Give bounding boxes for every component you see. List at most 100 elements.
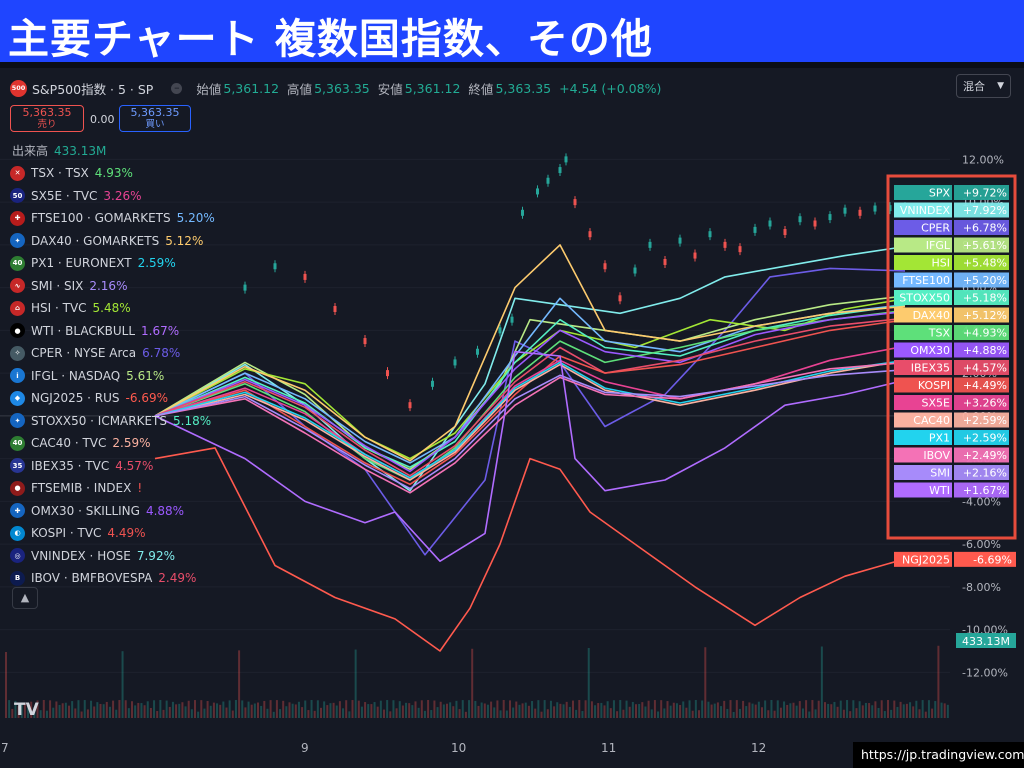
price-chart-svg[interactable]: 12.00%10.00%8.00%6.00%4.00%2.00%0.00%-2.… <box>0 68 1024 768</box>
close-value: 5,363.35 <box>495 80 552 96</box>
volume-bar <box>890 709 893 718</box>
price-label-value: +4.93% <box>963 327 1007 340</box>
legend-symbol-icon: i <box>10 368 25 384</box>
legend-row[interactable]: ∿ SMI · SIX 2.16% <box>10 275 215 298</box>
volume-bar <box>710 704 713 718</box>
y-tick-label: -8.00% <box>962 581 1001 594</box>
legend-row[interactable]: ◎ VNINDEX · HOSE 7.92% <box>10 545 215 568</box>
volume-bar <box>603 705 606 718</box>
volume-bar <box>559 703 562 718</box>
price-label-value: +5.12% <box>963 309 1007 322</box>
volume-bar <box>282 700 285 718</box>
low-label: 安値 <box>377 81 403 97</box>
volume-bar <box>921 700 924 718</box>
volume-bar <box>121 651 124 718</box>
candle-body <box>536 188 539 195</box>
price-label-name: DAX40 <box>913 309 950 322</box>
volume-bar <box>801 708 804 718</box>
legend-row[interactable]: 40 PX1 · EURONEXT 2.59% <box>10 252 215 275</box>
legend-row[interactable]: ✦ DAX40 · GOMARKETS 5.12% <box>10 230 215 253</box>
series-line-kospi <box>154 319 906 486</box>
volume-bar <box>323 701 326 718</box>
volume-bar <box>316 700 319 718</box>
volume-bar <box>562 704 565 718</box>
legend-row[interactable]: ✚ FTSE100 · GOMARKETS 5.20% <box>10 207 215 230</box>
legend-symbol-icon: ◐ <box>10 525 25 541</box>
volume-bar <box>285 706 288 718</box>
candle-body <box>386 370 389 377</box>
volume-bar <box>546 709 549 718</box>
candle-body <box>888 205 892 212</box>
legend-symbol-name: OMX30 · SKILLING <box>31 503 140 518</box>
volume-bar <box>348 711 351 718</box>
volume-bar <box>288 702 291 718</box>
tradingview-logo[interactable]: TV <box>14 700 39 720</box>
legend-symbol-name: WTI · BLACKBULL <box>31 323 136 338</box>
legend-row[interactable]: ✦ STOXX50 · ICMARKETS 5.18% <box>10 410 215 433</box>
legend-collapse-button[interactable]: ▲ <box>12 587 38 609</box>
legend-row[interactable]: ✕ TSX · TSX 4.93% <box>10 162 215 185</box>
volume-bar <box>594 705 597 718</box>
price-label-name-bg <box>894 185 952 200</box>
price-label-value-bg <box>954 360 1009 375</box>
legend-row[interactable]: 35 IBEX35 · TVC 4.57% <box>10 455 215 478</box>
volume-bar <box>575 709 578 718</box>
legend-row[interactable]: ✚ OMX30 · SKILLING 4.88% <box>10 500 215 523</box>
sell-button[interactable]: 5,363.35 売り <box>10 105 84 132</box>
volume-bar <box>631 701 634 718</box>
volume-bar <box>335 705 338 718</box>
volume-bar <box>58 704 61 718</box>
legend-row[interactable]: B IBOV · BMFBOVESPA 2.49% <box>10 567 215 590</box>
volume-bar <box>194 700 196 718</box>
legend-row[interactable]: ⌂ HSI · TVC 5.48% <box>10 297 215 320</box>
volume-bar <box>499 710 502 718</box>
volume-bar <box>417 707 420 718</box>
volume-bar <box>61 703 64 718</box>
volume-bar <box>386 700 389 718</box>
price-label-value-bg <box>954 290 1009 305</box>
spread-value: 0.00 <box>90 113 115 126</box>
volume-bar <box>698 710 700 718</box>
volume-bar <box>326 705 329 718</box>
legend-row[interactable]: ◐ KOSPI · TVC 4.49% <box>10 522 215 545</box>
volume-bar <box>905 703 908 718</box>
legend-row[interactable]: ◆ NGJ2025 · RUS -6.69% <box>10 387 215 410</box>
banner-title: 主要チャート 複数国指数、その他 <box>8 15 653 63</box>
legend-symbol-name: KOSPI · TVC <box>31 526 102 541</box>
legend-row[interactable]: 40 CAC40 · TVC 2.59% <box>10 432 215 455</box>
legend-symbol-icon: 40 <box>10 435 25 451</box>
volume-bar <box>880 700 883 718</box>
price-scale-mode-select[interactable]: 混合 ▼ <box>956 74 1011 98</box>
minus-circle-icon[interactable]: – <box>171 82 183 94</box>
legend-row[interactable]: ✧ CPER · NYSE Arca 6.78% <box>10 342 215 365</box>
volume-bar <box>597 703 600 718</box>
volume-bar <box>212 702 215 718</box>
candle-body <box>303 273 307 280</box>
volume-bar <box>868 703 871 718</box>
legend-row[interactable]: ● FTSEMIB · INDEX! <box>10 477 215 500</box>
legend-row[interactable]: 50 SX5E · TVC 3.26% <box>10 185 215 208</box>
legend-row[interactable]: i IFGL · NASDAQ 5.61% <box>10 365 215 388</box>
chart-panel[interactable]: 12.00%10.00%8.00%6.00%4.00%2.00%0.00%-2.… <box>0 68 1024 768</box>
volume-bar <box>468 700 471 718</box>
volume-bar <box>86 709 89 718</box>
price-label-name: VNINDEX <box>900 204 951 217</box>
legend-symbol-icon: ⌂ <box>10 300 25 316</box>
volume-bar <box>858 701 861 718</box>
volume-bar <box>688 700 691 718</box>
price-label-name-bg <box>894 447 952 463</box>
volume-bar <box>757 701 760 718</box>
legend-symbol-name: IFGL · NASDAQ <box>31 368 121 383</box>
candle-body <box>723 241 727 248</box>
legend-row[interactable]: ● WTI · BLACKBULL 1.67% <box>10 320 215 343</box>
symbol-name[interactable]: S&P500指数 · 5 · SP <box>32 81 154 97</box>
volume-bar <box>619 700 622 718</box>
legend-symbol-name: STOXX50 · ICMARKETS <box>31 413 167 428</box>
volume-bar <box>946 704 949 718</box>
volume-bar <box>609 708 612 718</box>
volume-bar <box>521 703 524 718</box>
buy-button[interactable]: 5,363.35 買い <box>119 105 191 132</box>
price-label-name: TSX <box>928 327 951 340</box>
volume-bar <box>871 705 874 718</box>
compare-legend: ✕ TSX · TSX 4.93% 50 SX5E · TVC 3.26% ✚ FTSE100… <box>10 162 215 590</box>
